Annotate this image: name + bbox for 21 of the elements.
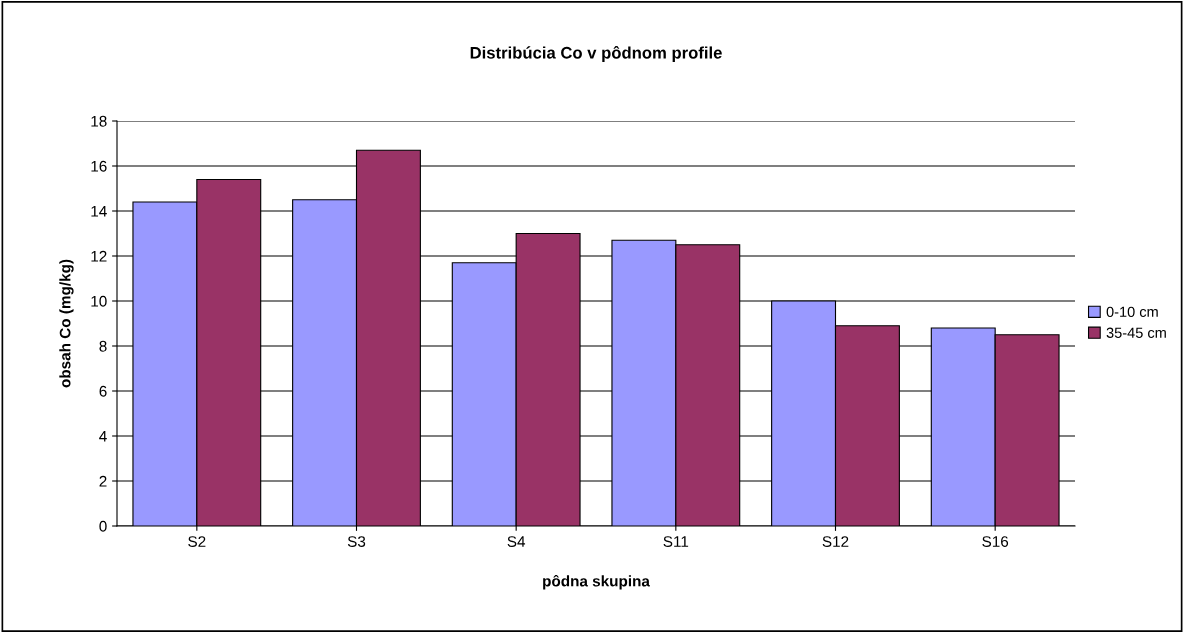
y-tick-label: 0 — [99, 520, 107, 532]
x-tick-label: S3 — [347, 536, 366, 547]
x-tick-label: S2 — [188, 536, 206, 547]
x-tick-label: S4 — [507, 536, 526, 547]
y-axis-title: obsah Co (mg/kg) — [59, 259, 74, 388]
x-tick-label: S12 — [822, 536, 849, 547]
y-tick-label: 10 — [91, 295, 107, 307]
x-tick-label: S11 — [663, 536, 689, 547]
y-tick-label: 16 — [91, 160, 107, 172]
y-tick-label: 4 — [99, 431, 107, 442]
y-tick-label: 6 — [99, 385, 107, 397]
y-tick-label: 14 — [91, 206, 107, 217]
x-tick-label: S16 — [982, 536, 1009, 547]
x-axis-title: pôdna skupina — [543, 574, 650, 590]
legend-label: 35-45 cm — [1106, 327, 1166, 338]
y-tick-label: 18 — [91, 115, 107, 127]
y-tick-label: 12 — [91, 250, 107, 262]
y-tick-label: 8 — [99, 340, 107, 352]
chart-title: Distribúcia Co v pôdnom profile — [470, 46, 722, 62]
y-tick-label: 2 — [99, 475, 107, 487]
legend-label: 0-10 cm — [1106, 306, 1158, 317]
